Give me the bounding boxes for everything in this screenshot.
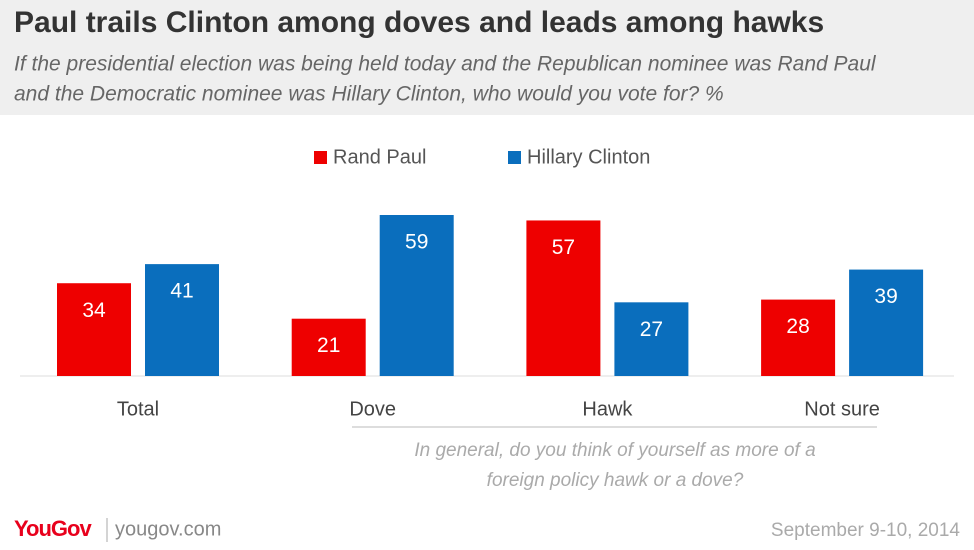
bar [145, 264, 219, 376]
subtitle: If the presidential election was being h… [14, 53, 877, 76]
bar [291, 318, 366, 376]
x-tick-label: Not sure [804, 398, 880, 420]
value-label: 34 [82, 299, 106, 322]
x-tick-label: Dove [349, 398, 396, 420]
header-background [0, 0, 974, 115]
x-tick-label: Total [117, 398, 159, 420]
legend-swatch [508, 151, 521, 164]
value-label: 59 [405, 231, 428, 254]
website: yougov.com [115, 518, 221, 540]
bar [761, 299, 836, 376]
value-label: 57 [552, 236, 575, 259]
chart-title: Paul trails Clinton among doves and lead… [14, 6, 824, 39]
value-label: 27 [640, 318, 663, 341]
x-tick-label: Hawk [582, 398, 633, 420]
bar [526, 220, 601, 376]
value-label: 28 [786, 315, 809, 338]
annotation: In general, do you think of yourself as … [414, 440, 815, 461]
bar [614, 302, 689, 376]
subtitle: and the Democratic nominee was Hillary C… [14, 83, 724, 106]
legend-swatch [314, 151, 327, 164]
bar [379, 215, 454, 376]
legend-label: Rand Paul [333, 146, 426, 168]
value-label: 41 [170, 280, 193, 303]
logo: YouGov [14, 516, 92, 541]
value-label: 39 [874, 285, 897, 308]
bar [57, 283, 131, 376]
annotation: foreign policy hawk or a dove? [487, 470, 744, 491]
date: September 9-10, 2014 [771, 520, 961, 541]
value-label: 21 [317, 334, 340, 357]
bar [849, 269, 924, 376]
legend-label: Hillary Clinton [527, 146, 650, 168]
